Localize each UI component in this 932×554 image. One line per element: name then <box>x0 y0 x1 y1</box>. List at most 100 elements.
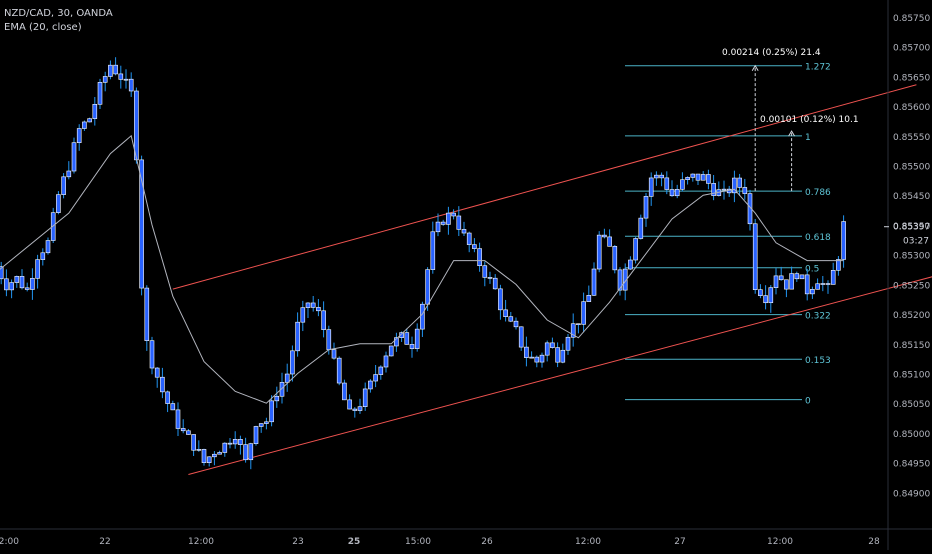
fib-level-label: 1 <box>805 133 811 143</box>
price-tick-label: 0.85200 <box>893 311 930 321</box>
candle-body <box>87 118 92 123</box>
candles <box>0 57 846 470</box>
candle-body <box>139 159 144 289</box>
candle-body <box>581 301 586 325</box>
candle-body <box>544 342 550 356</box>
price-tick-label: 0.85450 <box>893 192 930 202</box>
measure-label-2: 0.00101 (0.12%) 10.1 <box>760 115 859 125</box>
candle-body <box>466 232 472 245</box>
chart-legend: NZD/CAD, 30, OANDA EMA (20, close) <box>4 7 113 35</box>
price-tick-label: 0.85550 <box>893 133 930 143</box>
candle-body <box>622 268 628 291</box>
candle-body <box>243 444 248 461</box>
candle-body <box>222 442 228 453</box>
time-axis[interactable]: 12:00 22 12:00 23 25 15:00 26 12:00 27 12:00 28 <box>0 537 880 547</box>
candle-body <box>123 78 129 81</box>
candle-body <box>659 174 664 179</box>
candle-body <box>643 196 649 219</box>
candle-body <box>357 406 363 411</box>
candle-body <box>524 346 529 358</box>
time-tick-label: 12:00 <box>0 537 19 547</box>
candle-body <box>227 442 233 445</box>
candle-body <box>440 221 446 225</box>
candle-body <box>238 439 243 445</box>
measure-arrow-1 <box>751 64 759 71</box>
candle-body <box>175 409 181 429</box>
candle-body <box>830 270 836 285</box>
candle-body <box>326 329 332 350</box>
candle-body <box>706 174 711 184</box>
candle-body <box>342 382 347 401</box>
candle-body <box>76 128 82 143</box>
candle-body <box>196 449 202 451</box>
candle-body <box>113 64 118 75</box>
price-tick-label: 0.85750 <box>893 14 930 24</box>
candle-body <box>513 320 519 328</box>
indicator-title[interactable]: EMA (20, close) <box>4 22 82 33</box>
fib-level-label: 1.272 <box>805 63 831 73</box>
time-tick-label: 12:00 <box>767 537 793 547</box>
parallel-channel[interactable] <box>172 84 932 475</box>
candle-body <box>825 283 831 285</box>
candle-body <box>180 428 186 432</box>
candle-body <box>40 252 46 260</box>
candle-body <box>97 82 103 105</box>
candle-body <box>742 187 748 194</box>
candle-body <box>279 382 285 397</box>
candle-body <box>35 259 40 279</box>
candle-body <box>45 240 51 254</box>
candle-body <box>9 282 14 291</box>
price-tick-label: 0.85500 <box>893 163 930 173</box>
candle-body <box>160 376 165 393</box>
price-tick-label: 0.85700 <box>893 44 930 54</box>
candle-body <box>56 194 61 213</box>
candle-body <box>685 177 690 180</box>
candle-body <box>602 234 607 238</box>
candle-body <box>680 179 685 190</box>
candle-body <box>128 78 134 92</box>
candle-body <box>586 295 592 302</box>
candle-body <box>144 287 150 341</box>
countdown-label: 03:27 <box>903 237 929 247</box>
candle-body <box>269 400 274 423</box>
price-axis[interactable]: 0.85750 0.85700 0.85650 0.85600 0.85550 0.855… <box>884 14 930 499</box>
fib-level-label: 0.786 <box>805 188 831 198</box>
candle-body <box>539 354 545 363</box>
candle-body <box>482 265 488 278</box>
candle-body <box>264 421 269 424</box>
candle-body <box>108 64 113 77</box>
candle-body <box>503 309 508 317</box>
candle-body <box>664 177 670 190</box>
candle-body <box>674 189 680 197</box>
measure-tools[interactable]: 0.00214 (0.25%) 21.4 0.00101 (0.12%) 10.1 <box>722 48 859 192</box>
candle-body <box>784 279 789 290</box>
candle-body <box>191 434 196 451</box>
candle-body <box>758 289 763 296</box>
candle-body <box>555 347 560 363</box>
candle-body <box>669 189 675 197</box>
fibonacci-retracement[interactable]: 1.272 1 0.786 0.618 0.5 0.322 0.153 0 <box>625 63 831 407</box>
ema-line <box>0 134 844 404</box>
candle-body <box>352 408 358 411</box>
time-tick-label: 26 <box>481 537 493 547</box>
candle-body <box>804 274 810 295</box>
time-tick-label: 28 <box>868 537 880 547</box>
candle-body <box>316 307 321 312</box>
candle-body <box>508 316 514 322</box>
candle-body <box>700 174 706 181</box>
candle-body <box>810 289 815 295</box>
candle-body <box>331 349 337 359</box>
candle-body <box>118 73 124 80</box>
candle-body <box>617 269 623 291</box>
candle-body <box>217 452 222 455</box>
symbol-title[interactable]: NZD/CAD, 30, OANDA <box>4 8 113 19</box>
candle-body <box>300 307 306 323</box>
candle-body <box>61 176 66 195</box>
candle-body <box>232 439 238 445</box>
candle-body <box>737 177 742 188</box>
candle-body <box>768 287 774 304</box>
fib-level-label: 0.5 <box>805 265 819 275</box>
candle-body <box>565 336 571 351</box>
